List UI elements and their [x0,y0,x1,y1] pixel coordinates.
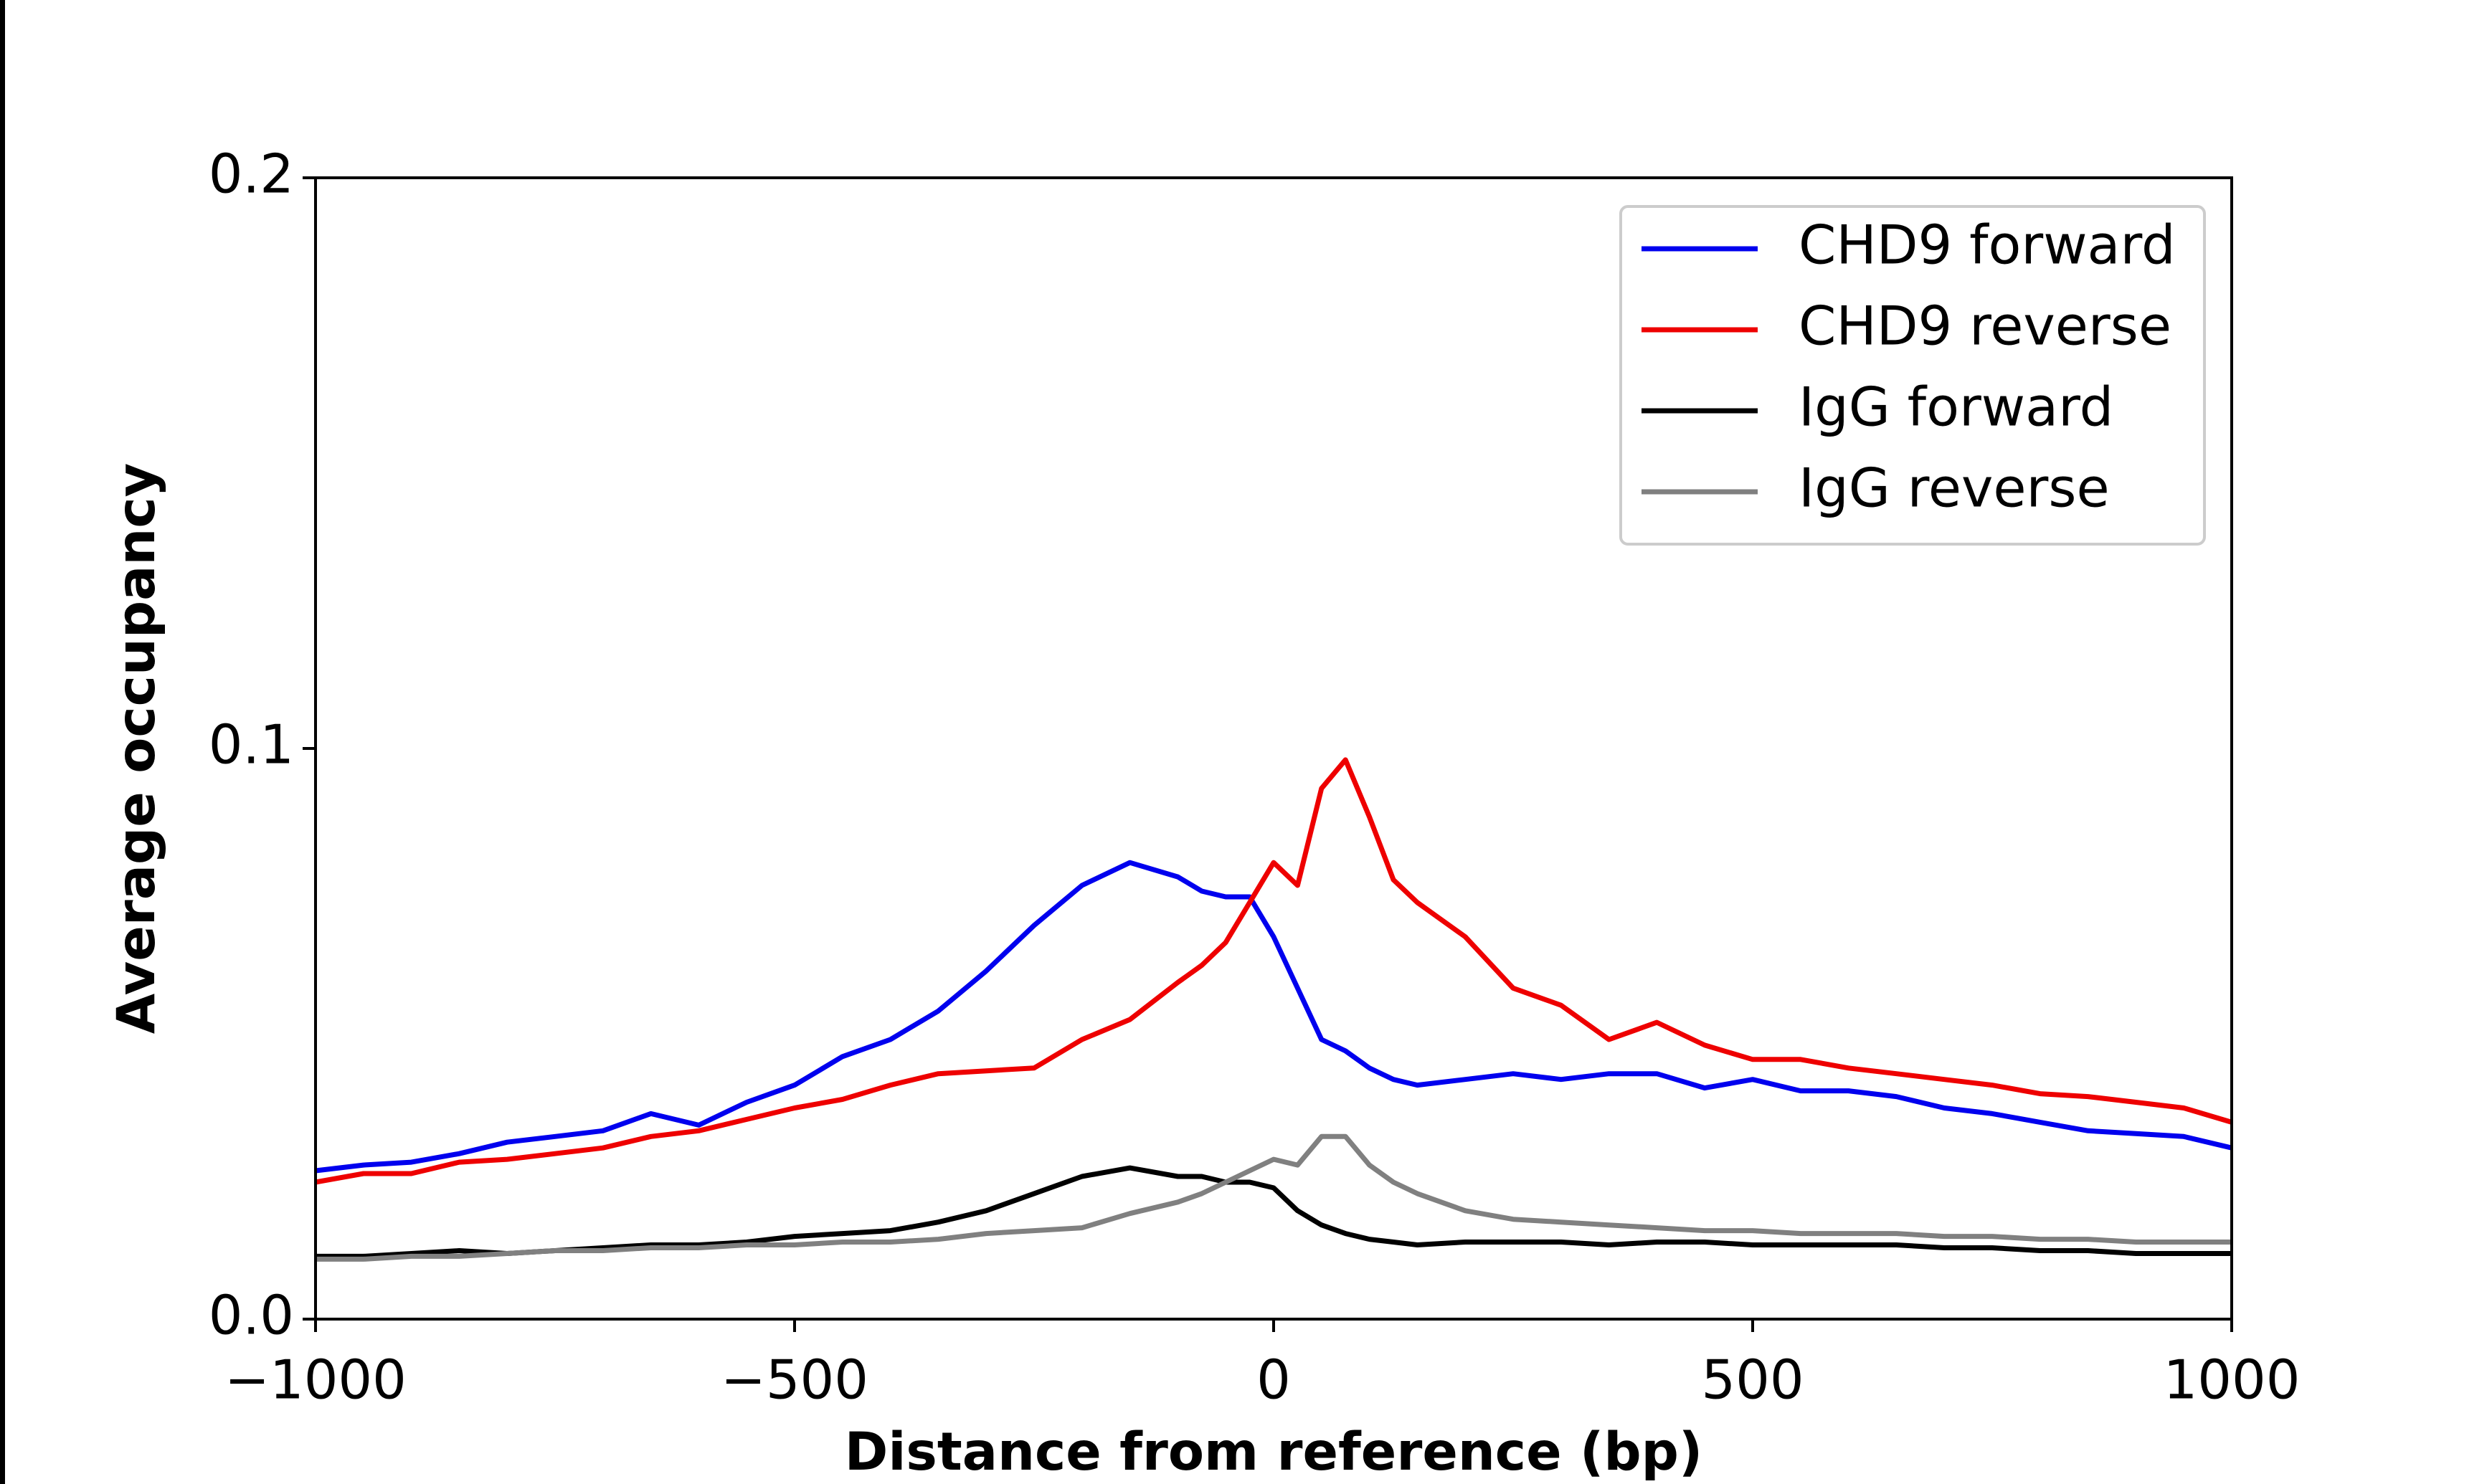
x-axis-label: Distance from reference (bp) [845,1422,1702,1483]
x-tick-label: 0 [1256,1349,1291,1412]
y-tick-label: 0.2 [209,143,294,206]
y-tick-label: 0.0 [209,1284,294,1347]
plot-frame [314,176,2233,1321]
legend-label: IgG reverse [1799,457,2110,520]
x-tick-label: 1000 [2164,1349,2301,1412]
series-line [316,1133,2232,1262]
x-tick-label: −1000 [224,1349,407,1412]
x-tick-label: 500 [1701,1349,1804,1412]
y-axis-label: Average occupancy [106,463,167,1034]
legend-label: CHD9 forward [1799,214,2176,277]
y-tick-label: 0.1 [209,713,294,776]
x-tick-label: −500 [721,1349,868,1412]
series-line [315,757,2232,1185]
legend-label: IgG forward [1799,376,2113,439]
legend-label: CHD9 reverse [1799,295,2171,358]
series-line [315,860,2232,1174]
left-edge [0,0,5,1484]
legend-box [1619,205,2206,546]
series-line [316,1165,2232,1259]
